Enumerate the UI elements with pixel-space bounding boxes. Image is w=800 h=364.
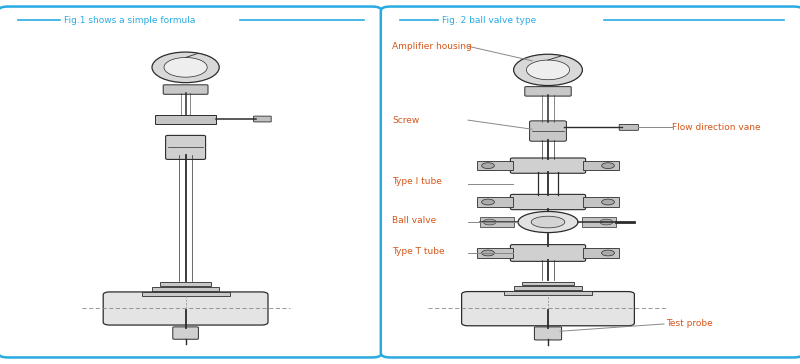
FancyBboxPatch shape (619, 124, 638, 130)
Text: Type I tube: Type I tube (392, 178, 442, 186)
Bar (522, 282, 574, 285)
Text: Test probe: Test probe (666, 319, 713, 328)
Circle shape (602, 199, 614, 205)
FancyBboxPatch shape (510, 194, 586, 210)
FancyBboxPatch shape (173, 327, 198, 339)
Circle shape (602, 163, 614, 169)
FancyBboxPatch shape (462, 292, 634, 326)
Text: Flow direction vane: Flow direction vane (672, 123, 761, 132)
FancyBboxPatch shape (103, 292, 268, 325)
Bar (155, 115, 216, 124)
Bar (583, 161, 619, 170)
Ellipse shape (531, 216, 565, 228)
FancyBboxPatch shape (525, 87, 571, 96)
Bar (582, 217, 616, 227)
Bar (160, 282, 211, 286)
Bar (477, 248, 513, 258)
Bar (477, 161, 513, 170)
FancyBboxPatch shape (534, 327, 562, 340)
FancyBboxPatch shape (381, 7, 800, 357)
Text: Amplifier housing: Amplifier housing (392, 42, 472, 51)
Bar (152, 287, 219, 291)
Text: Screw: Screw (392, 116, 419, 124)
FancyBboxPatch shape (530, 121, 566, 141)
Bar (480, 217, 514, 227)
Circle shape (602, 250, 614, 256)
Bar (477, 197, 513, 207)
Text: Type T tube: Type T tube (392, 247, 445, 256)
FancyBboxPatch shape (510, 158, 586, 173)
Bar (583, 248, 619, 258)
Circle shape (482, 163, 494, 169)
FancyBboxPatch shape (0, 7, 382, 357)
Circle shape (152, 52, 219, 83)
Text: Fig. 2 ball valve type: Fig. 2 ball valve type (442, 16, 537, 24)
FancyBboxPatch shape (510, 245, 586, 261)
Circle shape (164, 58, 207, 77)
Circle shape (482, 199, 494, 205)
Bar (583, 197, 619, 207)
Bar (142, 292, 230, 296)
Bar (504, 291, 592, 295)
Circle shape (526, 60, 570, 80)
Circle shape (483, 219, 496, 225)
Ellipse shape (518, 211, 578, 233)
FancyBboxPatch shape (166, 135, 206, 159)
Text: Ball valve: Ball valve (392, 216, 436, 225)
Circle shape (514, 54, 582, 86)
Circle shape (600, 219, 613, 225)
FancyBboxPatch shape (163, 85, 208, 94)
FancyBboxPatch shape (254, 116, 271, 122)
Circle shape (482, 250, 494, 256)
Text: Fig.1 shows a simple formula: Fig.1 shows a simple formula (64, 16, 195, 24)
Bar (514, 286, 582, 290)
